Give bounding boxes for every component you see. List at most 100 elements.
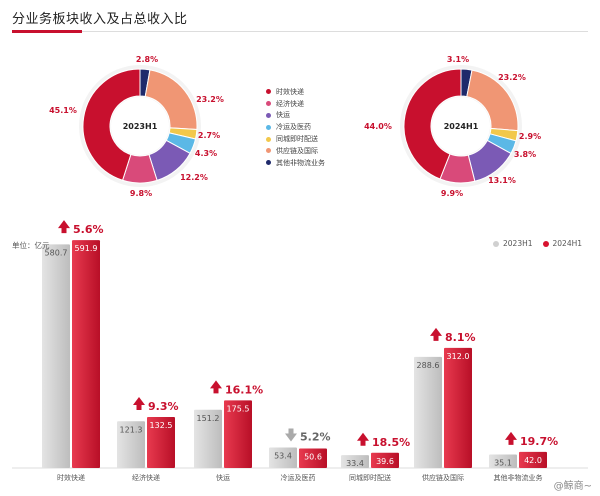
legend-swatch-2023 bbox=[493, 240, 499, 247]
growth-label: 5.6% bbox=[73, 223, 104, 236]
pie-value-label: 4.3% bbox=[195, 149, 217, 158]
title-rule bbox=[82, 31, 588, 32]
bar-value-label: 175.5 bbox=[227, 404, 250, 413]
bar-2023H1 bbox=[341, 455, 369, 468]
page-title: 分业务板块收入及占总收入比 bbox=[12, 12, 188, 27]
growth-up-arrow-icon bbox=[357, 432, 369, 446]
bar-2023H1 bbox=[42, 244, 70, 468]
pie-value-label: 9.8% bbox=[130, 189, 152, 198]
bar-value-label: 132.5 bbox=[150, 421, 173, 430]
legend-label: 其他非物流业务 bbox=[276, 158, 325, 167]
growth-label: 16.1% bbox=[225, 383, 263, 396]
legend-item: 供应链及国际 bbox=[266, 145, 325, 157]
legend-label: 快运 bbox=[276, 111, 290, 120]
legend-label: 经济快递 bbox=[276, 99, 304, 108]
x-tick-label: 冷运及医药 bbox=[281, 473, 316, 482]
bar-2023H1 bbox=[269, 447, 297, 468]
x-tick-label: 供应链及国际 bbox=[422, 473, 464, 482]
growth-label: 19.7% bbox=[520, 435, 558, 448]
pie-center-label: 2023H1 bbox=[123, 122, 158, 131]
bar-value-label: 33.4 bbox=[346, 459, 364, 468]
legend-swatch bbox=[266, 136, 271, 142]
pie-value-label: 44.0% bbox=[364, 122, 392, 131]
legend-item: 冷运及医药 bbox=[266, 121, 325, 133]
pie-value-label: 45.1% bbox=[49, 106, 77, 115]
x-tick-label: 时效快递 bbox=[57, 473, 85, 482]
bar-2023H1 bbox=[194, 409, 222, 468]
x-tick-label: 经济快递 bbox=[132, 473, 160, 482]
growth-down-arrow-icon bbox=[285, 428, 297, 442]
growth-up-arrow-icon bbox=[505, 431, 517, 445]
pie-value-label: 2.7% bbox=[198, 131, 220, 140]
legend-swatch-2024 bbox=[542, 240, 549, 247]
bar-value-label: 591.9 bbox=[75, 244, 98, 253]
legend-label: 供应链及国际 bbox=[276, 146, 318, 155]
bar-2024H1 bbox=[147, 416, 175, 468]
pie-value-label: 12.2% bbox=[180, 173, 208, 182]
legend-label: 时效快递 bbox=[276, 87, 304, 96]
bar-value-label: 121.3 bbox=[120, 425, 143, 434]
legend-swatch bbox=[266, 160, 271, 166]
pie-slice bbox=[403, 68, 462, 180]
bar-2023H1 bbox=[117, 421, 145, 468]
legend-swatch bbox=[266, 124, 271, 130]
pie-slice bbox=[82, 68, 141, 181]
legend-swatch bbox=[266, 148, 271, 154]
legend-label: 冷运及医药 bbox=[276, 123, 311, 132]
growth-label: 5.2% bbox=[300, 430, 331, 443]
pie-value-label: 3.1% bbox=[447, 55, 469, 64]
growth-up-arrow-icon bbox=[133, 396, 145, 410]
pie-value-label: 9.9% bbox=[441, 189, 463, 198]
donut-hole bbox=[111, 97, 169, 155]
legend-item: 时效快递 bbox=[266, 86, 325, 98]
bar-value-label: 288.6 bbox=[417, 361, 440, 370]
legend-swatch bbox=[266, 112, 271, 118]
bar-2024H1 bbox=[299, 448, 327, 468]
bar-value-label: 39.6 bbox=[376, 457, 394, 466]
bar-value-label: 580.7 bbox=[45, 248, 68, 257]
bar-legend: 2023H1 2024H1 bbox=[483, 239, 582, 248]
bar-value-label: 53.4 bbox=[274, 451, 292, 460]
bar-value-label: 50.6 bbox=[304, 453, 322, 462]
legend-item: 快运 bbox=[266, 110, 325, 122]
bar-2024H1 bbox=[371, 452, 399, 468]
growth-label: 18.5% bbox=[372, 436, 410, 449]
bar-value-label: 42.0 bbox=[524, 456, 542, 465]
bar-2024H1 bbox=[72, 240, 100, 468]
unit-label: 单位：亿元 bbox=[12, 241, 50, 250]
legend-item: 同城即时配送 bbox=[266, 133, 325, 145]
donut-hole bbox=[432, 97, 490, 155]
legend-label: 同城即时配送 bbox=[276, 135, 318, 144]
pie-value-label: 23.2% bbox=[196, 95, 224, 104]
bar-2023H1 bbox=[489, 454, 517, 468]
pie-value-label: 2.8% bbox=[136, 55, 158, 64]
title-underline bbox=[12, 30, 82, 33]
bar-2023H1 bbox=[414, 356, 442, 468]
growth-up-arrow-icon bbox=[430, 327, 442, 341]
growth-up-arrow-icon bbox=[58, 220, 70, 234]
pie-value-label: 2.9% bbox=[519, 132, 541, 141]
bar-2024H1 bbox=[519, 451, 547, 468]
pie-legend: 时效快递经济快递快运冷运及医药同城即时配送 供应链及国际 其他非物流业务 bbox=[266, 86, 325, 169]
growth-label: 8.1% bbox=[445, 331, 476, 344]
x-tick-label: 快运 bbox=[216, 473, 230, 482]
x-tick-label: 其他非物流业务 bbox=[494, 473, 543, 482]
legend-swatch bbox=[266, 101, 271, 107]
bar-value-label: 35.1 bbox=[494, 458, 512, 467]
legend-swatch bbox=[266, 89, 271, 95]
legend-label-2023: 2023H1 bbox=[503, 239, 533, 248]
x-tick-label: 同城即时配送 bbox=[349, 473, 391, 482]
growth-up-arrow-icon bbox=[210, 380, 222, 394]
pie-center-label: 2024H1 bbox=[444, 122, 479, 131]
bar-2024H1 bbox=[444, 347, 472, 468]
bar-value-label: 151.2 bbox=[197, 414, 220, 423]
growth-label: 9.3% bbox=[148, 400, 179, 413]
pie-value-label: 23.2% bbox=[498, 73, 526, 82]
legend-item: 经济快递 bbox=[266, 98, 325, 110]
bar-2024H1 bbox=[224, 400, 252, 468]
watermark: @鲸商~ bbox=[553, 481, 592, 492]
pie-value-label: 3.8% bbox=[514, 150, 536, 159]
legend-item: 其他非物流业务 bbox=[266, 157, 325, 169]
bar-value-label: 312.0 bbox=[447, 352, 470, 361]
